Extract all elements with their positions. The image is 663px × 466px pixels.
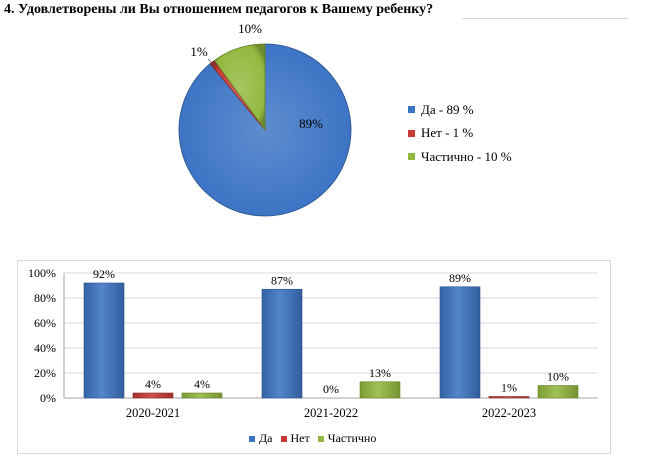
bar-data-label: 4% xyxy=(194,377,210,391)
question-title: 4. Удовлетворены ли Вы отношением педаго… xyxy=(4,2,434,17)
pie-slice-yes xyxy=(178,43,352,217)
x-tick-label: 2020-2021 xyxy=(126,406,180,420)
y-tick-label: 60% xyxy=(34,316,56,330)
divider-line xyxy=(462,18,628,19)
legend-swatch-no xyxy=(408,129,415,137)
bar-legend-label: Нет xyxy=(290,431,310,445)
legend-swatch-yes xyxy=(249,435,255,442)
bar-legend: Да Нет Частично xyxy=(249,431,384,446)
bar-data-label: 0% xyxy=(323,382,339,396)
bar-legend-item-no: Нет xyxy=(280,431,310,446)
y-tick-label: 100% xyxy=(28,266,56,280)
bar-chart-frame xyxy=(17,260,611,454)
legend-swatch-yes xyxy=(408,106,415,114)
bar-partial-2021-2022 xyxy=(359,381,401,399)
y-tick-label: 40% xyxy=(34,341,56,355)
bar-yes-2022-2023 xyxy=(439,286,481,399)
bar-no-2022-2023 xyxy=(488,396,530,399)
pie-legend: Да - 89 % Нет - 1 % Частично - 10 % xyxy=(408,98,512,169)
bar-data-label: 10% xyxy=(547,370,569,384)
pie-legend-item-yes: Да - 89 % xyxy=(408,98,512,122)
pie-legend-label: Да - 89 % xyxy=(421,101,474,117)
bar-data-label: 4% xyxy=(145,377,161,391)
y-tick-label: 20% xyxy=(34,366,56,380)
bar-data-label: 1% xyxy=(501,381,517,395)
bar-data-label: 89% xyxy=(449,271,471,285)
pie-data-label: 10% xyxy=(238,21,262,36)
bar-partial-2020-2021 xyxy=(181,392,223,399)
y-tick-label: 80% xyxy=(34,291,56,305)
bar-legend-item-partial: Частично xyxy=(317,431,377,446)
legend-swatch-no xyxy=(280,435,287,442)
pie-legend-item-no: Нет - 1 % xyxy=(408,122,512,146)
bar-partial-2022-2023 xyxy=(537,385,579,399)
bar-legend-label: Частично xyxy=(327,431,377,445)
bar-legend-label: Да xyxy=(259,431,273,445)
y-tick-label: 0% xyxy=(40,391,56,405)
x-tick-label: 2021-2022 xyxy=(304,406,358,420)
bar-legend-item-yes: Да xyxy=(249,431,273,446)
pie-legend-label: Частично - 10 % xyxy=(421,148,512,164)
bar-data-label: 92% xyxy=(93,267,115,281)
pie-data-label: 89% xyxy=(299,116,323,131)
pie-slice-partial xyxy=(213,43,266,132)
bar-data-label: 13% xyxy=(369,366,391,380)
x-tick-label: 2022-2023 xyxy=(482,406,536,420)
pie-legend-label: Нет - 1 % xyxy=(421,125,474,141)
legend-swatch-partial xyxy=(408,153,415,161)
bar-yes-2020-2021 xyxy=(83,282,125,399)
bar-no-2020-2021 xyxy=(132,392,174,399)
pie-data-label: 1% xyxy=(190,44,208,59)
bar-yes-2021-2022 xyxy=(261,288,303,399)
pie-legend-item-partial: Частично - 10 % xyxy=(408,145,512,169)
pie-chart: 89% 1% 10% xyxy=(178,21,352,217)
legend-swatch-partial xyxy=(317,435,324,442)
bar-data-label: 87% xyxy=(271,273,293,287)
pie-leader-line xyxy=(207,58,216,67)
